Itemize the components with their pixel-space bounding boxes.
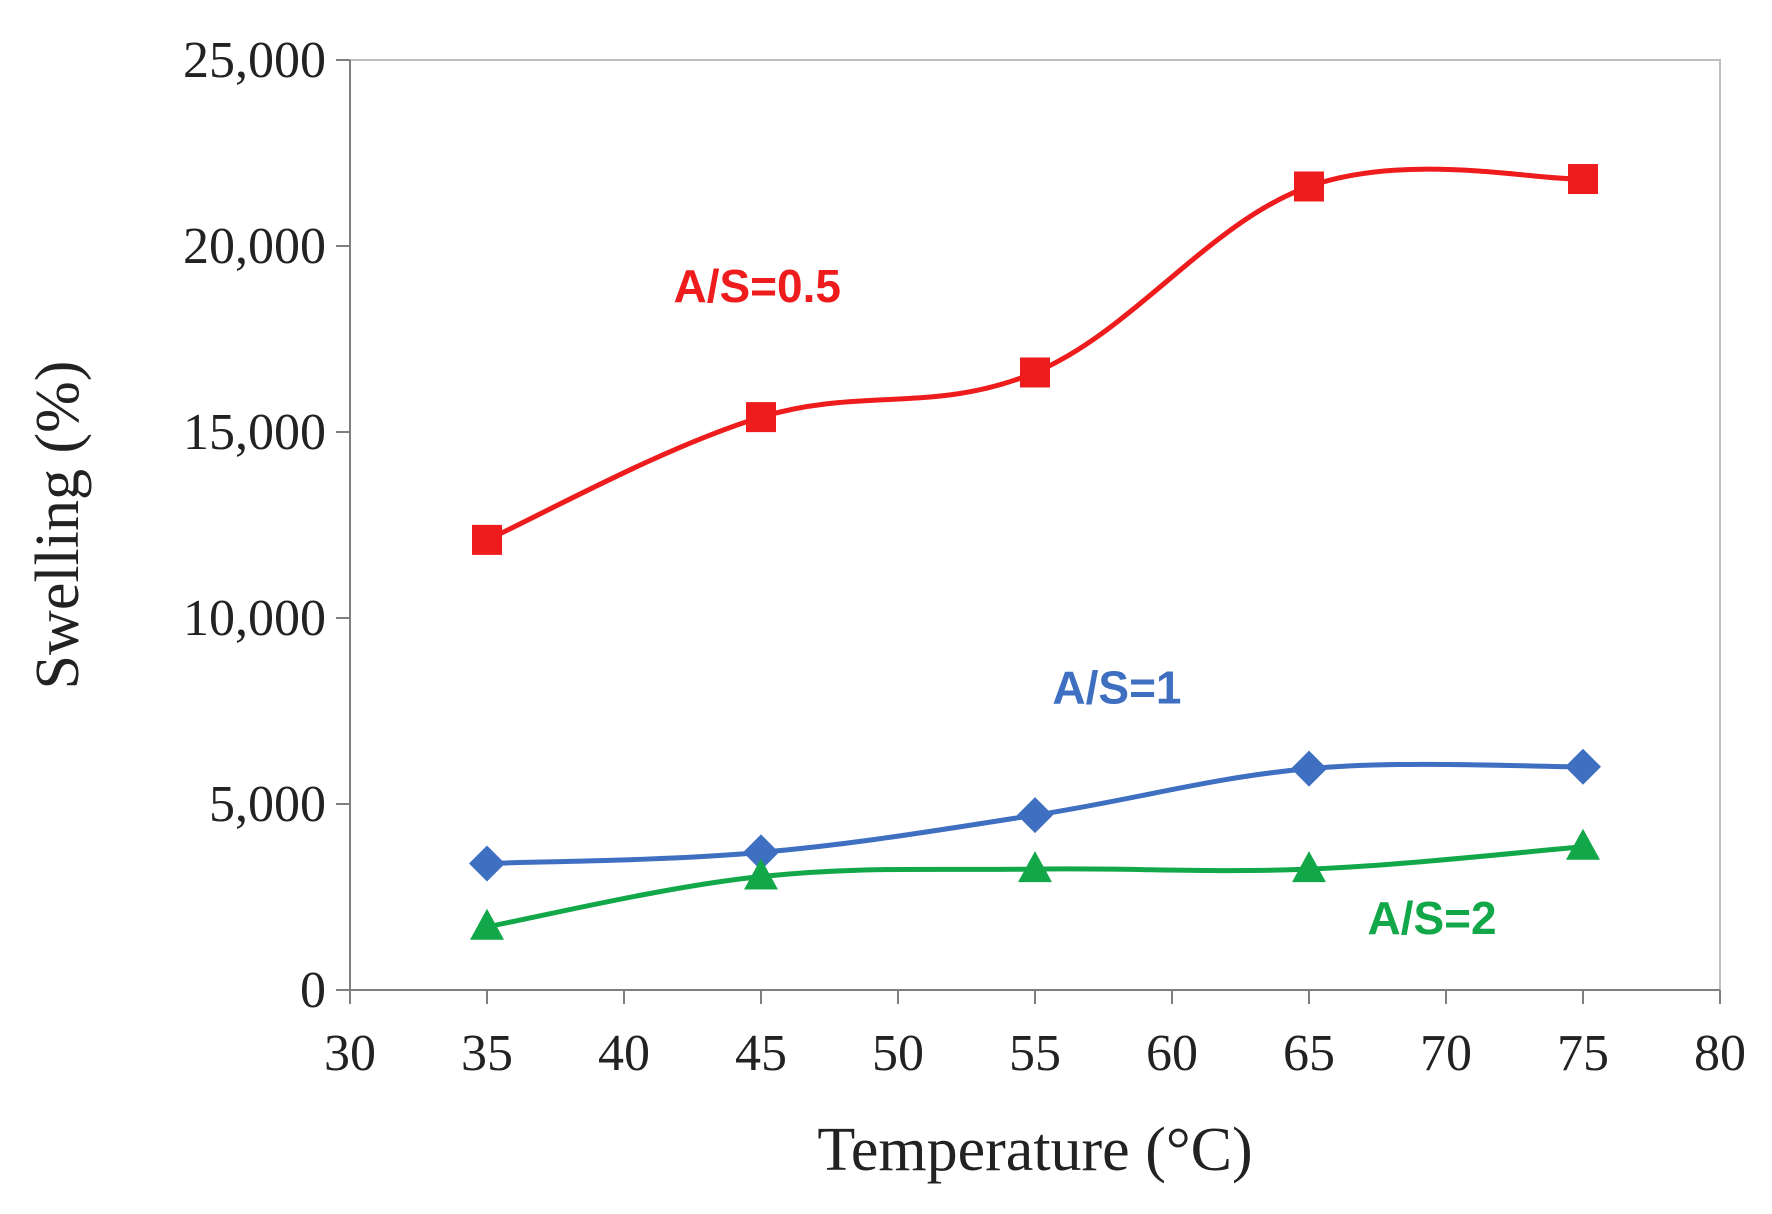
series-label-as-1: A/S=1 — [1052, 662, 1181, 714]
x-tick-label: 80 — [1694, 1025, 1746, 1082]
data-point-as-1-75 — [1565, 748, 1601, 785]
x-tick-label: 55 — [1009, 1025, 1061, 1082]
data-point-as-2-75 — [1566, 828, 1600, 860]
series-as-1 — [469, 748, 1601, 882]
x-tick-label: 30 — [324, 1025, 376, 1082]
y-tick-label: 10,000 — [183, 590, 326, 647]
y-tick-label: 0 — [300, 962, 326, 1019]
data-point-as-1-65 — [1291, 750, 1327, 787]
data-point-as-0-5-35 — [472, 524, 502, 555]
x-tick-label: 35 — [461, 1025, 513, 1082]
series-layer: A/S=0.5 A/S=1 A/S=2 — [469, 164, 1601, 944]
data-point-as-0-5-55 — [1020, 357, 1050, 388]
series-as-2 — [470, 828, 1600, 940]
data-point-as-0-5-45 — [746, 402, 776, 433]
x-tick-label: 70 — [1420, 1025, 1472, 1082]
data-point-as-1-45 — [743, 834, 779, 871]
data-point-as-0-5-75 — [1568, 164, 1598, 195]
x-tick-label: 60 — [1146, 1025, 1198, 1082]
x-tick-label: 75 — [1557, 1025, 1609, 1082]
data-point-as-1-35 — [469, 845, 505, 882]
data-point-as-0-5-65 — [1294, 171, 1324, 202]
data-point-as-2-35 — [470, 908, 504, 940]
x-tick-label: 45 — [735, 1025, 787, 1082]
y-tick-label: 5,000 — [209, 776, 326, 833]
x-tick-label: 40 — [598, 1025, 650, 1082]
y-tick-label: 25,000 — [183, 32, 326, 89]
series-label-as-0-5: A/S=0.5 — [674, 260, 842, 312]
y-tick-label: 20,000 — [183, 218, 326, 275]
x-axis-title: Temperature (°C) — [817, 1116, 1252, 1184]
x-tick-label: 65 — [1283, 1025, 1335, 1082]
series-label-as-2: A/S=2 — [1368, 892, 1497, 944]
y-axis-title: Swelling (%) — [24, 361, 92, 690]
data-point-as-2-55 — [1018, 851, 1052, 883]
data-point-as-1-55 — [1017, 797, 1053, 834]
plot-area — [349, 59, 1721, 991]
y-tick-label: 15,000 — [183, 404, 326, 461]
series-as-0-5 — [472, 164, 1598, 555]
x-tick-label: 50 — [872, 1025, 924, 1082]
axes-layer: 0 5,000 10,000 15,000 20,000 25,000 30 35 40 45 50… — [183, 32, 1746, 1082]
data-point-as-2-65 — [1292, 851, 1326, 883]
data-point-as-2-45 — [744, 858, 778, 890]
